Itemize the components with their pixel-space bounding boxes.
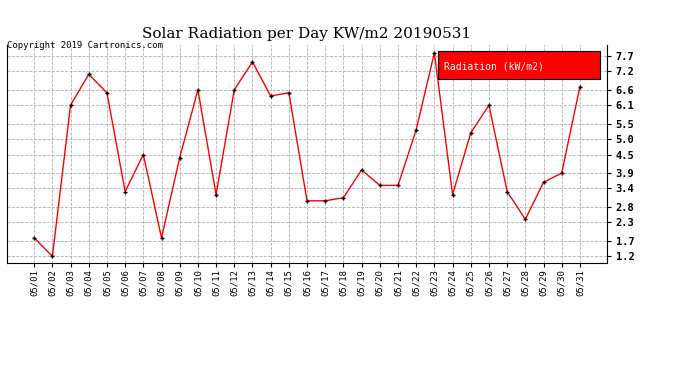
Text: Copyright 2019 Cartronics.com: Copyright 2019 Cartronics.com [7, 41, 163, 50]
Point [302, 198, 313, 204]
Point [101, 90, 112, 96]
Point [538, 179, 549, 185]
Point [556, 170, 567, 176]
Point [319, 198, 331, 204]
Point [520, 216, 531, 222]
Point [374, 182, 385, 188]
Point [484, 102, 495, 108]
Point [429, 50, 440, 56]
Point [356, 167, 367, 173]
Point [338, 195, 349, 201]
Point [574, 84, 585, 90]
Point [411, 127, 422, 133]
Point [465, 130, 476, 136]
Point [193, 87, 204, 93]
Point [47, 254, 58, 260]
Point [174, 154, 185, 160]
Point [229, 87, 240, 93]
Point [210, 192, 221, 198]
Point [247, 59, 258, 65]
Point [138, 152, 149, 157]
Point [65, 102, 76, 108]
Title: Solar Radiation per Day KW/m2 20190531: Solar Radiation per Day KW/m2 20190531 [143, 27, 471, 41]
Point [83, 71, 95, 77]
Point [393, 182, 404, 188]
Point [265, 93, 276, 99]
Point [156, 235, 167, 241]
Point [447, 192, 458, 198]
Point [284, 90, 295, 96]
Point [29, 235, 40, 241]
Text: Radiation (kW/m2): Radiation (kW/m2) [444, 62, 544, 72]
Point [119, 189, 130, 195]
Point [502, 189, 513, 195]
